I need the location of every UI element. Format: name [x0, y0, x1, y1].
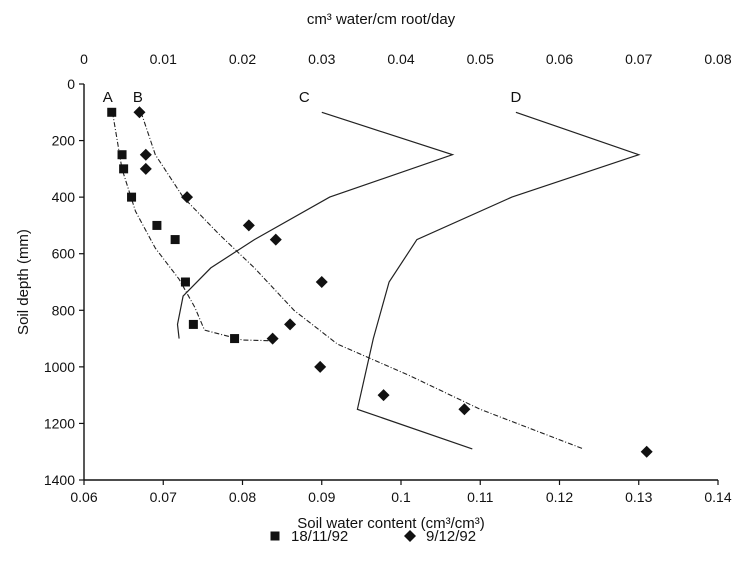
- data-point-diamond: [181, 191, 194, 204]
- y-tick-label: 1200: [44, 415, 75, 431]
- data-point-diamond: [377, 389, 390, 402]
- data-point-diamond: [284, 318, 297, 331]
- y-axis-title: Soil depth (mm): [15, 229, 32, 335]
- y-tick-label: 1000: [44, 359, 75, 375]
- data-point-square: [188, 319, 198, 329]
- x2-tick-label: 0.03: [308, 51, 335, 67]
- x-tick-label: 0.08: [229, 489, 256, 505]
- x2-tick-label: 0.06: [546, 51, 573, 67]
- data-point-square: [170, 235, 180, 245]
- axes: [79, 83, 719, 485]
- x2-tick-label: 0.08: [704, 51, 731, 67]
- x-axis-title: Soil water content (cm³/cm³): [297, 515, 485, 532]
- legend-label: 9/12/92: [426, 528, 476, 545]
- data-point-diamond: [242, 219, 255, 232]
- data-point-square: [107, 107, 117, 117]
- x-tick-label: 0.1: [391, 489, 411, 505]
- data-point-square: [119, 164, 129, 174]
- legend: 18/11/92 9/12/92: [270, 528, 476, 545]
- y-tick-label: 400: [52, 189, 76, 205]
- x-tick-label: 0.09: [308, 489, 335, 505]
- curve-b: [140, 112, 584, 450]
- y-tick-label: 200: [52, 133, 76, 149]
- model-curves: [111, 111, 641, 450]
- y-tick-label: 600: [52, 246, 76, 262]
- data-points: [107, 106, 653, 458]
- data-point-diamond: [133, 106, 146, 119]
- data-point-diamond: [314, 360, 327, 373]
- x-tick-label: 0.14: [704, 489, 731, 505]
- curve-d: [356, 111, 641, 450]
- x2-tick-label: 0.07: [625, 51, 652, 67]
- y-tick-label: 800: [52, 302, 76, 318]
- curve-label-a: A: [103, 89, 113, 106]
- x2-tick-label: 0.01: [150, 51, 177, 67]
- x2-tick-label: 0.02: [229, 51, 256, 67]
- data-point-square: [127, 192, 137, 202]
- y-tick-label: 1400: [44, 472, 75, 488]
- data-point-square: [230, 334, 240, 344]
- legend-label: 18/11/92: [291, 528, 348, 545]
- data-point-diamond: [269, 233, 282, 246]
- data-point-diamond: [266, 332, 279, 345]
- legend-marker-diamond: [404, 530, 416, 542]
- data-point-square: [152, 220, 162, 230]
- data-point-square: [180, 277, 190, 287]
- x2-tick-label: 0.05: [467, 51, 494, 67]
- curve-label-c: C: [299, 89, 310, 106]
- curve-label-b: B: [133, 89, 143, 106]
- data-point-square: [117, 150, 127, 160]
- data-point-diamond: [458, 403, 471, 416]
- x2-axis-title: cm³ water/cm root/day: [307, 11, 456, 28]
- x-tick-label: 0.13: [625, 489, 652, 505]
- x2-tick-label: 0: [80, 51, 88, 67]
- data-point-diamond: [640, 445, 653, 458]
- x-tick-label: 0.12: [546, 489, 573, 505]
- data-point-diamond: [139, 148, 152, 161]
- curve-a: [111, 112, 275, 342]
- data-point-diamond: [139, 162, 152, 175]
- x-tick-label: 0.07: [150, 489, 177, 505]
- data-point-diamond: [315, 276, 328, 288]
- axis-labels: 0.06 0.07 0.08 0.09 0.1 0.11 0.12 0.13 0.14 0 0.01…: [15, 11, 732, 532]
- curve-c: [176, 111, 455, 339]
- x-tick-label: 0.11: [467, 489, 493, 505]
- x2-tick-label: 0.04: [387, 51, 414, 67]
- x-tick-label: 0.06: [70, 489, 97, 505]
- y-tick-label: 0: [67, 76, 75, 92]
- curve-label-d: D: [510, 89, 521, 106]
- legend-marker-square: [270, 531, 280, 541]
